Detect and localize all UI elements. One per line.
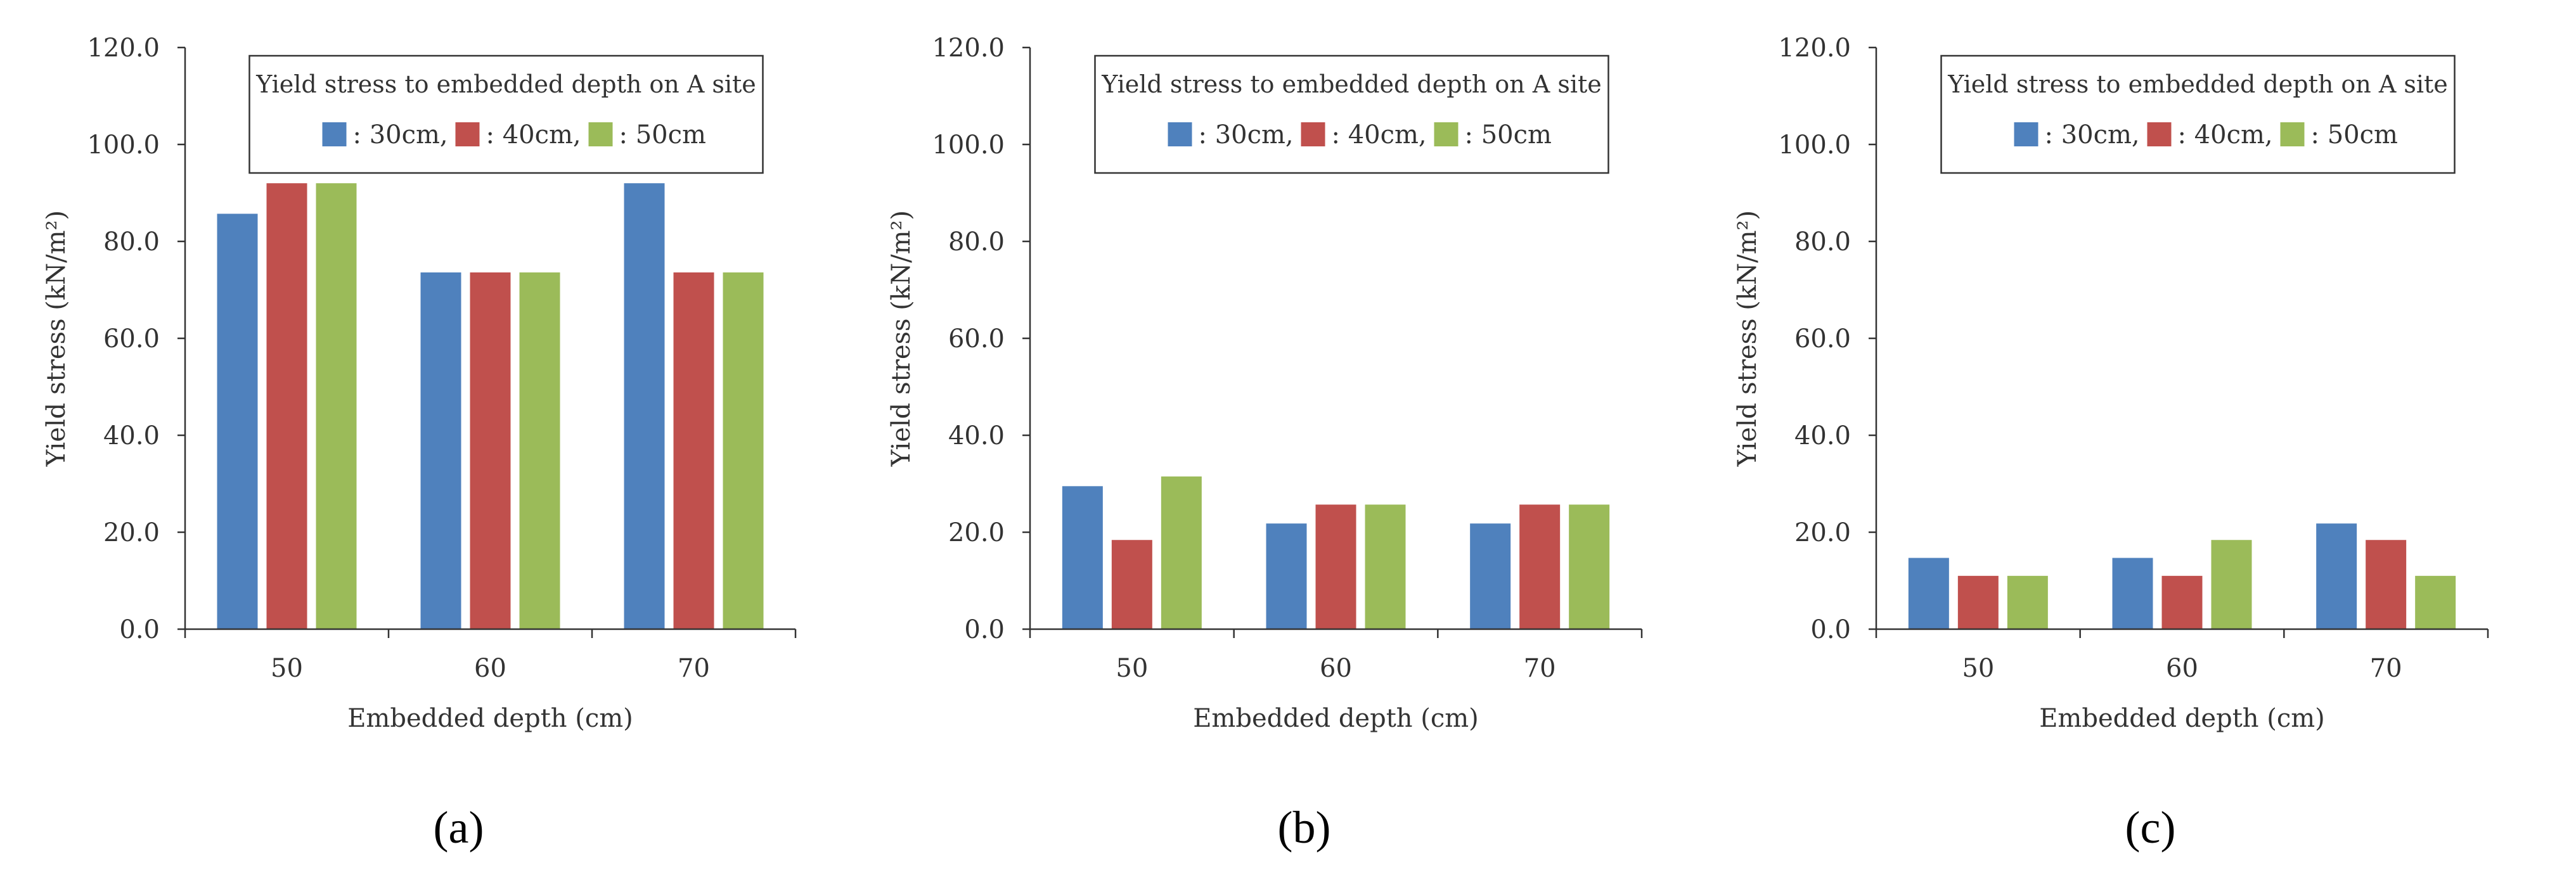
x-tick-label: 50 (271, 654, 303, 683)
legend-label-1: : 30cm, (2045, 120, 2140, 150)
y-tick-label: 40.0 (948, 421, 1005, 450)
legend-swatch-1 (1168, 122, 1192, 146)
chart-title: Yield stress to embedded depth on A site (1947, 70, 2448, 98)
bar-70-series-2 (1519, 504, 1561, 629)
bar-60-series-2 (2161, 575, 2203, 629)
bar-50-series-2 (1957, 575, 1999, 629)
chart-panel-a: 0.0 20.0 40.0 60.0 80.0 100.0 120.0 50 60 70 Embed… (42, 34, 797, 853)
y-tick-label: 40.0 (103, 421, 160, 450)
x-tick-label: 50 (1116, 654, 1148, 683)
y-tick-label: 0.0 (119, 615, 160, 644)
legend-box (248, 54, 764, 174)
legend-label-3: : 50cm (619, 120, 706, 150)
x-tick-label: 60 (2166, 654, 2198, 683)
legend-swatch-3 (1434, 122, 1459, 146)
chart-title: Yield stress to embedded depth on A site (1101, 70, 1602, 98)
y-tick-label: 120.0 (932, 34, 1005, 63)
bar-60-series-3 (519, 272, 560, 630)
legend-label-1: : 30cm, (353, 120, 448, 150)
y-tick-label: 80.0 (103, 227, 160, 257)
legend-label-2: : 40cm, (486, 120, 581, 150)
x-tick-label: 60 (1320, 654, 1352, 683)
legend-swatch-1 (322, 122, 347, 146)
x-tick-label: 70 (678, 654, 710, 683)
y-tick-label: 40.0 (1794, 421, 1851, 450)
panel-label: (a) (434, 802, 484, 853)
bar-70-series-3 (1569, 504, 1610, 629)
y-tick-label: 100.0 (932, 131, 1005, 160)
legend-label-1: : 30cm, (1199, 120, 1294, 150)
bar-70-series-1 (624, 183, 665, 629)
x-tick-label: 60 (474, 654, 506, 683)
bar-70-series-3 (723, 272, 764, 630)
y-tick-label: 20.0 (1794, 518, 1851, 547)
bar-60-series-2 (1315, 504, 1356, 629)
y-tick-label: 120.0 (1778, 34, 1851, 63)
y-tick-label: 0.0 (964, 615, 1005, 644)
bar-70-series-2 (2366, 540, 2407, 629)
bar-60-series-2 (470, 272, 511, 630)
chart-panel-b: 0.0 20.0 40.0 60.0 80.0 100.0 120.0 50 60 70 Embed… (887, 34, 1643, 853)
x-axis-title: Embedded depth (cm) (2039, 704, 2325, 733)
y-tick-label: 100.0 (1778, 131, 1851, 160)
x-axis-title: Embedded depth (cm) (347, 704, 633, 733)
bar-50-series-3 (1161, 476, 1202, 629)
bar-60-series-1 (2112, 558, 2153, 629)
legend-swatch-3 (2280, 122, 2305, 146)
x-tick-label: 70 (2370, 654, 2402, 683)
legend-box (1940, 54, 2456, 174)
bar-60-series-3 (1365, 504, 1406, 629)
bar-70-series-2 (673, 272, 714, 630)
legend-swatch-1 (2014, 122, 2038, 146)
y-tick-label: 100.0 (87, 131, 160, 160)
panel-label: (c) (2125, 802, 2176, 853)
bar-70-series-1 (2316, 523, 2357, 629)
y-axis-title: Yield stress (kN/m²) (887, 210, 916, 467)
y-axis-title: Yield stress (kN/m²) (42, 210, 71, 467)
chart-panel-c: 0.0 20.0 40.0 60.0 80.0 100.0 120.0 50 60 70 Embed… (1733, 34, 2489, 853)
y-tick-label: 60.0 (948, 324, 1005, 354)
legend-label-3: : 50cm (2311, 120, 2398, 150)
y-tick-label: 80.0 (1794, 227, 1851, 257)
x-tick-label: 50 (1962, 654, 1994, 683)
bar-70-series-3 (2415, 575, 2456, 629)
bar-50-series-1 (217, 214, 258, 629)
bar-60-series-3 (2211, 540, 2252, 629)
legend-label-3: : 50cm (1465, 120, 1552, 150)
bar-50-series-3 (2007, 575, 2048, 629)
panel-label: (b) (1278, 802, 1331, 853)
bar-50-series-2 (266, 183, 307, 629)
bar-50-series-1 (1062, 486, 1103, 629)
y-axis-title: Yield stress (kN/m²) (1733, 210, 1762, 467)
legend-swatch-2 (2147, 122, 2172, 146)
y-tick-label: 120.0 (87, 34, 160, 63)
legend-box (1094, 54, 1609, 174)
y-tick-label: 80.0 (948, 227, 1005, 257)
x-tick-label: 70 (1524, 654, 1556, 683)
bar-50-series-3 (316, 183, 357, 629)
legend-label-2: : 40cm, (1332, 120, 1427, 150)
legend-swatch-2 (1301, 122, 1325, 146)
bar-50-series-2 (1111, 540, 1152, 629)
bar-60-series-1 (420, 272, 461, 630)
y-tick-label: 0.0 (1810, 615, 1851, 644)
legend-label-2: : 40cm, (2178, 120, 2273, 150)
bar-60-series-1 (1266, 523, 1307, 629)
legend-swatch-2 (455, 122, 480, 146)
chart-title: Yield stress to embedded depth on A site (255, 70, 756, 98)
x-axis-title: Embedded depth (cm) (1193, 704, 1479, 733)
y-tick-label: 60.0 (1794, 324, 1851, 354)
y-tick-label: 60.0 (103, 324, 160, 354)
bar-50-series-1 (1908, 558, 1949, 629)
y-tick-label: 20.0 (948, 518, 1005, 547)
y-tick-label: 20.0 (103, 518, 160, 547)
bar-70-series-1 (1470, 523, 1511, 629)
legend-swatch-3 (588, 122, 613, 146)
